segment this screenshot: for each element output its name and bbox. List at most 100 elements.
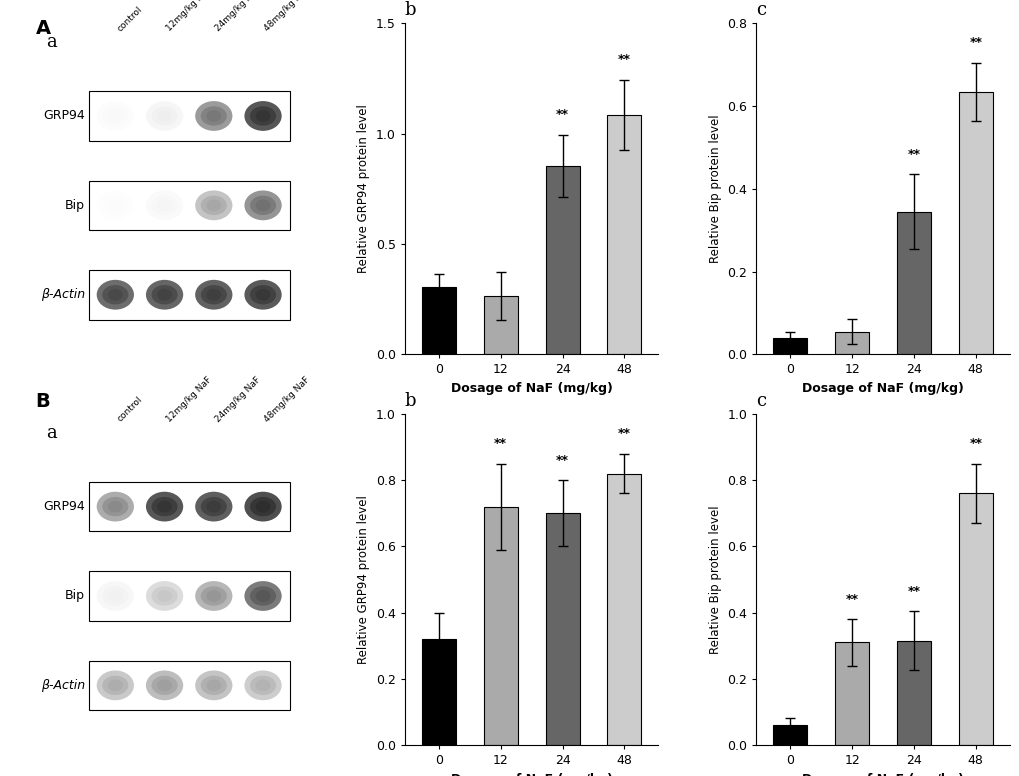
- Ellipse shape: [108, 501, 122, 513]
- Bar: [545, 513, 579, 745]
- Ellipse shape: [102, 285, 128, 304]
- Bar: [89, 270, 289, 320]
- Ellipse shape: [146, 492, 183, 521]
- Ellipse shape: [245, 581, 281, 611]
- X-axis label: Dosage of NaF (mg/kg): Dosage of NaF (mg/kg): [801, 382, 963, 395]
- Ellipse shape: [152, 497, 177, 516]
- Ellipse shape: [195, 581, 232, 611]
- Text: b: b: [405, 1, 416, 19]
- Ellipse shape: [97, 581, 133, 611]
- Ellipse shape: [152, 676, 177, 695]
- Text: 24mg/kg NaF: 24mg/kg NaF: [214, 375, 262, 424]
- Text: β-Actin: β-Actin: [41, 679, 85, 692]
- Y-axis label: Relative Bip protein level: Relative Bip protein level: [708, 505, 721, 653]
- Text: GRP94: GRP94: [43, 109, 85, 123]
- Ellipse shape: [201, 587, 226, 606]
- Ellipse shape: [152, 196, 177, 215]
- X-axis label: Dosage of NaF (mg/kg): Dosage of NaF (mg/kg): [801, 773, 963, 776]
- Ellipse shape: [206, 289, 221, 300]
- Text: **: **: [907, 148, 919, 161]
- Text: A: A: [36, 19, 51, 38]
- Text: β-Actin: β-Actin: [41, 288, 85, 301]
- Text: Bip: Bip: [64, 199, 85, 212]
- Ellipse shape: [195, 190, 232, 220]
- X-axis label: Dosage of NaF (mg/kg): Dosage of NaF (mg/kg): [450, 382, 612, 395]
- Ellipse shape: [97, 492, 133, 521]
- Bar: [835, 331, 868, 355]
- Ellipse shape: [245, 670, 281, 700]
- Text: c: c: [755, 392, 765, 410]
- Ellipse shape: [108, 289, 122, 300]
- Ellipse shape: [102, 676, 128, 695]
- Y-axis label: Relative GRP94 protein level: Relative GRP94 protein level: [357, 495, 370, 664]
- Ellipse shape: [250, 196, 276, 215]
- Ellipse shape: [206, 590, 221, 602]
- Ellipse shape: [157, 289, 172, 300]
- Bar: [483, 507, 518, 745]
- Bar: [89, 660, 289, 710]
- Ellipse shape: [97, 101, 133, 131]
- Text: a: a: [46, 424, 57, 442]
- Text: Bip: Bip: [64, 590, 85, 602]
- Bar: [958, 92, 991, 355]
- Ellipse shape: [195, 670, 232, 700]
- Text: **: **: [845, 593, 858, 606]
- Bar: [896, 641, 930, 745]
- Text: control: control: [115, 395, 144, 424]
- Ellipse shape: [250, 497, 276, 516]
- Bar: [483, 296, 518, 355]
- Ellipse shape: [206, 110, 221, 122]
- Text: GRP94: GRP94: [43, 500, 85, 513]
- Ellipse shape: [152, 106, 177, 126]
- Ellipse shape: [195, 280, 232, 310]
- Text: **: **: [968, 36, 981, 50]
- Ellipse shape: [250, 676, 276, 695]
- Ellipse shape: [256, 680, 270, 691]
- Ellipse shape: [245, 101, 281, 131]
- Bar: [89, 482, 289, 532]
- Bar: [835, 643, 868, 745]
- Text: **: **: [494, 438, 506, 450]
- Y-axis label: Relative Bip protein level: Relative Bip protein level: [708, 115, 721, 263]
- Text: **: **: [555, 454, 569, 467]
- Bar: [422, 639, 455, 745]
- Ellipse shape: [250, 587, 276, 606]
- Bar: [958, 494, 991, 745]
- Ellipse shape: [201, 285, 226, 304]
- Ellipse shape: [201, 497, 226, 516]
- Ellipse shape: [146, 581, 183, 611]
- Bar: [89, 181, 289, 230]
- Text: b: b: [405, 392, 416, 410]
- Ellipse shape: [256, 199, 270, 211]
- Text: **: **: [618, 428, 631, 441]
- Ellipse shape: [97, 670, 133, 700]
- Ellipse shape: [97, 190, 133, 220]
- Ellipse shape: [250, 285, 276, 304]
- Text: 48mg/kg NaF: 48mg/kg NaF: [263, 375, 312, 424]
- Bar: [606, 473, 641, 745]
- Ellipse shape: [102, 587, 128, 606]
- Bar: [422, 287, 455, 355]
- Ellipse shape: [256, 590, 270, 602]
- X-axis label: Dosage of NaF (mg/kg): Dosage of NaF (mg/kg): [450, 773, 612, 776]
- Ellipse shape: [152, 587, 177, 606]
- Ellipse shape: [157, 110, 172, 122]
- Ellipse shape: [146, 190, 183, 220]
- Ellipse shape: [157, 501, 172, 513]
- Text: B: B: [36, 392, 50, 411]
- Ellipse shape: [102, 106, 128, 126]
- Text: **: **: [555, 109, 569, 122]
- Text: a: a: [46, 33, 57, 51]
- Text: **: **: [618, 54, 631, 66]
- Text: 12mg/kg NaF: 12mg/kg NaF: [164, 0, 213, 33]
- Ellipse shape: [108, 590, 122, 602]
- Ellipse shape: [146, 280, 183, 310]
- Ellipse shape: [157, 680, 172, 691]
- Ellipse shape: [256, 289, 270, 300]
- Ellipse shape: [157, 590, 172, 602]
- Bar: [89, 91, 289, 140]
- Bar: [545, 165, 579, 355]
- Ellipse shape: [245, 280, 281, 310]
- Text: 48mg/kg NaF: 48mg/kg NaF: [263, 0, 312, 33]
- Ellipse shape: [201, 196, 226, 215]
